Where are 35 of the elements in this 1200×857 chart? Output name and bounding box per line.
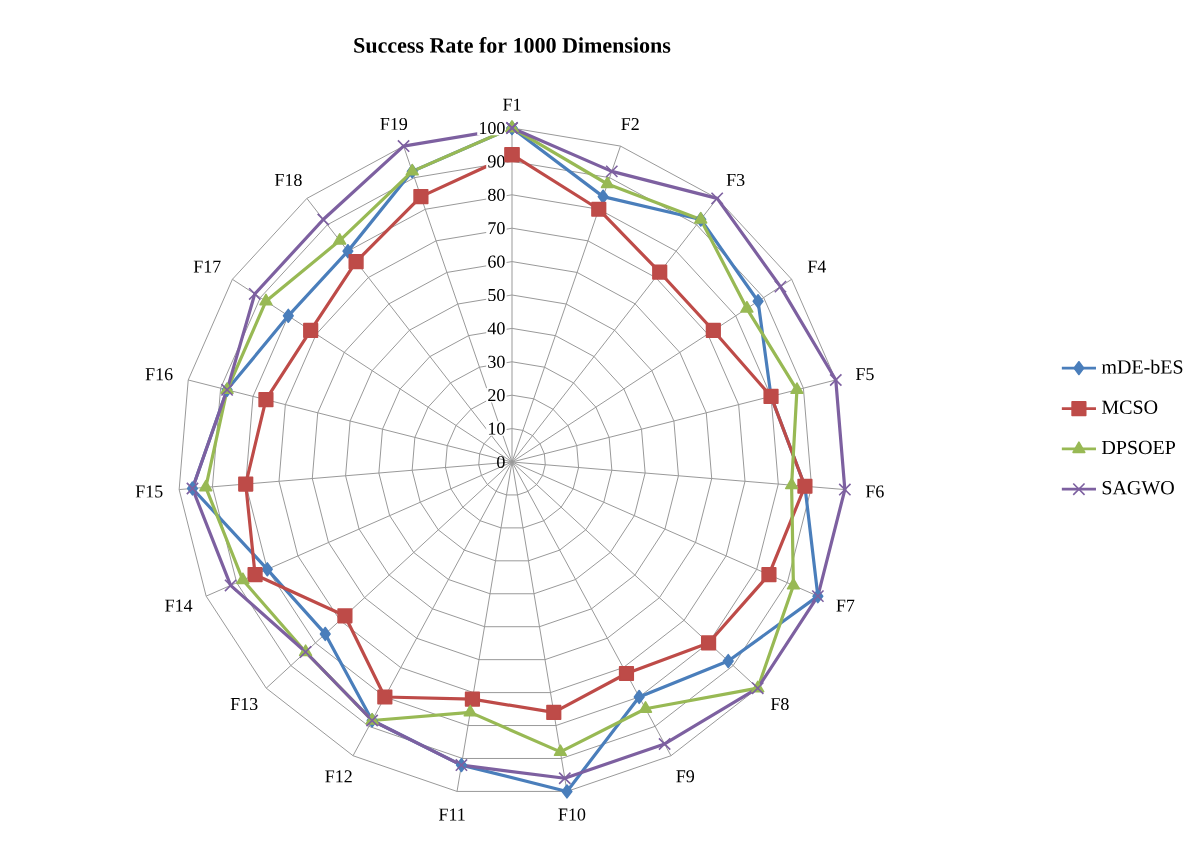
spoke-label: F17: [193, 260, 221, 273]
spoke-label: F18: [274, 173, 302, 187]
spoke-label: F3: [726, 173, 745, 187]
legend-label: mDE-bES: [1101, 359, 1183, 374]
spoke-label: F9: [676, 770, 695, 783]
y-tick-label: 40: [487, 322, 505, 335]
spoke-label: F8: [770, 697, 789, 711]
spoke-label: F4: [807, 260, 827, 273]
y-tick-label: 10: [488, 422, 505, 435]
spoke-label: F16: [145, 368, 173, 381]
spoke-label: F15: [135, 485, 163, 498]
y-tick-label: 80: [488, 188, 505, 201]
y-tick-label: 50: [488, 288, 505, 302]
legend-label: SAGWO: [1102, 481, 1174, 495]
y-tick-label: 70: [488, 222, 505, 235]
spoke-label: F13: [230, 697, 258, 711]
chart-title: Success Rate for 1000 Dimensions: [354, 37, 671, 53]
y-tick-label: 30: [488, 355, 505, 368]
spoke-label: F12: [325, 770, 352, 783]
spoke-label: F6: [865, 485, 884, 498]
legend-label: DPSOEP: [1101, 440, 1176, 455]
spoke-label: F7: [836, 599, 855, 612]
spoke-label: F10: [558, 808, 586, 821]
y-tick-label: 100: [479, 121, 505, 135]
y-tick-label: 20: [488, 389, 505, 402]
spoke-label: F5: [855, 368, 874, 381]
spoke-label: F11: [438, 808, 465, 821]
spoke-label: F19: [380, 117, 408, 131]
y-tick-label: 0: [497, 455, 505, 469]
spoke-label: F1: [503, 98, 521, 111]
spoke-label: F2: [621, 118, 639, 130]
spoke-label: F14: [165, 599, 193, 612]
legend-label: MCSO: [1101, 400, 1158, 414]
y-tick-label: 90: [487, 155, 505, 168]
y-tick-label: 60: [488, 255, 505, 268]
